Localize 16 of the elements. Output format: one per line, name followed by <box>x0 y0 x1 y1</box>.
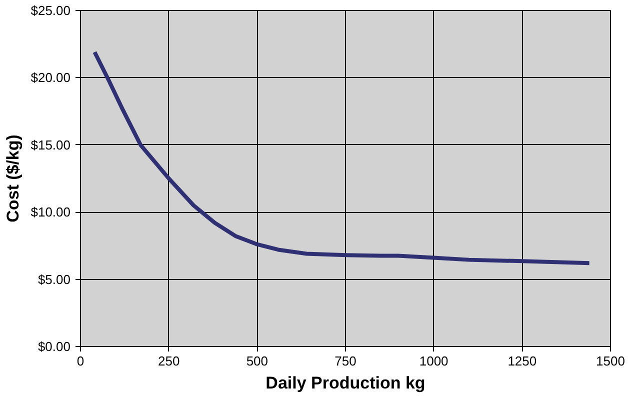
x-tick-label: 1000 <box>419 354 448 368</box>
x-axis-title: Daily Production kg <box>266 374 426 392</box>
y-tick-label: $25.00 <box>30 3 71 18</box>
x-tick-label: 750 <box>334 354 356 368</box>
line-series <box>92 50 592 266</box>
y-tick-label: $20.00 <box>30 70 71 86</box>
x-tick-label: 1250 <box>508 354 537 368</box>
y-axis-title: Cost ($/kg) <box>4 134 23 222</box>
x-tick-label: 1500 <box>596 354 625 368</box>
y-tick-label: $15.00 <box>30 137 71 152</box>
y-tick-label: $10.00 <box>30 204 71 220</box>
x-tick-label: 250 <box>158 354 180 368</box>
x-tick-label: 500 <box>246 354 268 368</box>
y-tick-label: $0.00 <box>38 339 71 354</box>
y-tick-label: $5.00 <box>38 272 71 287</box>
x-tick-label: 0 <box>76 354 84 368</box>
